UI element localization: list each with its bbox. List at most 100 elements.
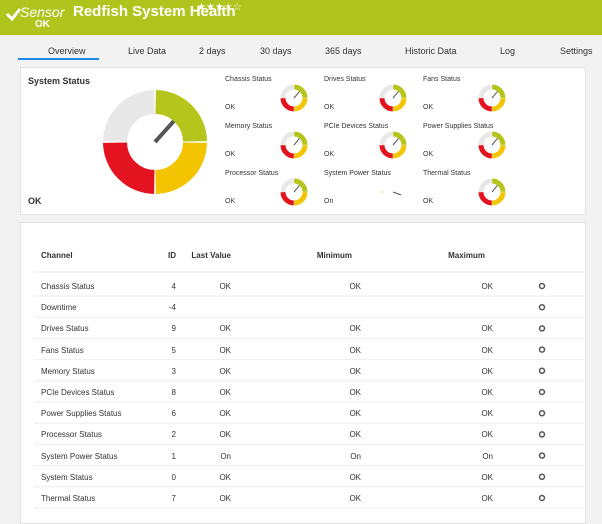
gauge-label: System Power Status: [324, 170, 391, 177]
cell-max: OK: [433, 430, 493, 439]
cell-id: -4: [116, 303, 176, 312]
settings-icon: [540, 432, 545, 437]
channel-name: System Power Status: [41, 452, 117, 461]
settings-icon: [540, 453, 545, 458]
cell-last: OK: [171, 324, 231, 333]
tab[interactable]: Log: [500, 46, 515, 56]
cell-max: OK: [433, 494, 493, 503]
gauge-needle: [492, 185, 497, 192]
settings-icon: [540, 305, 545, 310]
channel-name: Power Supplies Status: [41, 409, 122, 418]
tab[interactable]: Historic Data: [405, 46, 457, 56]
cell-min: OK: [301, 409, 361, 418]
gauge-segment: [115, 102, 154, 141]
gauge-value: OK: [324, 151, 334, 158]
channel-name: Chassis Status: [41, 282, 94, 291]
gauge-segment: [481, 134, 492, 145]
cell-id: 6: [116, 409, 176, 418]
column-header[interactable]: Maximum: [425, 251, 485, 260]
cell-max: OK: [433, 324, 493, 333]
gauge-label: Fans Status: [423, 76, 460, 83]
gauge-needle: [294, 138, 299, 145]
column-header[interactable]: Minimum: [292, 251, 352, 260]
cell-last: OK: [171, 409, 231, 418]
gauge-segment: [283, 134, 294, 145]
cell-min: OK: [301, 473, 361, 482]
gauge-segment: [481, 98, 492, 109]
cell-id: 4: [116, 282, 176, 291]
gauge-value: OK: [225, 104, 235, 111]
cell-id: 5: [116, 346, 176, 355]
cell-id: 9: [116, 324, 176, 333]
channel-name: Processor Status: [41, 430, 102, 439]
settings-icon: [540, 390, 545, 395]
cell-last: OK: [171, 430, 231, 439]
cell-last: OK: [171, 346, 231, 355]
settings-icon: [540, 284, 545, 289]
cell-max: OK: [433, 409, 493, 418]
gauge-segment: [481, 181, 492, 192]
gauge-segment: [393, 145, 404, 156]
cell-max: OK: [433, 473, 493, 482]
gauge-label: Processor Status: [225, 170, 278, 177]
cell-max: OK: [433, 388, 493, 397]
gauge-segment: [492, 192, 503, 203]
gauge-label: Power Supplies Status: [423, 123, 493, 130]
tab[interactable]: 30 days: [260, 46, 292, 56]
cell-min: OK: [301, 282, 361, 291]
gauge-segment: [382, 134, 393, 145]
tab[interactable]: Settings: [560, 46, 593, 56]
cell-id: 8: [116, 388, 176, 397]
gauge-segment: [481, 145, 492, 156]
cell-id: 0: [116, 473, 176, 482]
cell-max: On: [433, 452, 493, 461]
tab[interactable]: 365 days: [325, 46, 362, 56]
cell-max: OK: [433, 282, 493, 291]
cell-max: OK: [433, 346, 493, 355]
gauge-segment: [481, 87, 492, 98]
gauge-value: OK: [423, 198, 433, 205]
cell-min: OK: [301, 430, 361, 439]
cell-last: OK: [171, 367, 231, 376]
tab[interactable]: 2 days: [199, 46, 226, 56]
cell-max: OK: [433, 367, 493, 376]
gauge-segment: [393, 98, 404, 109]
column-header[interactable]: Last Value: [191, 251, 231, 261]
cell-last: OK: [171, 494, 231, 503]
gauge-value: OK: [423, 151, 433, 158]
cell-id: 7: [116, 494, 176, 503]
gauge-value: OK: [423, 104, 433, 111]
column-header[interactable]: ID: [116, 251, 176, 260]
gauge-segment: [283, 145, 294, 156]
tab[interactable]: Overview: [48, 46, 86, 56]
gauge-segment: [156, 143, 195, 182]
gauge-segment: [283, 192, 294, 203]
cell-id: 2: [116, 430, 176, 439]
gauge-segment: [481, 192, 492, 203]
cell-min: OK: [301, 346, 361, 355]
cell-last: OK: [171, 388, 231, 397]
cell-last: OK: [171, 282, 231, 291]
gauge-segment: [492, 98, 503, 109]
gauge-label: PCIe Devices Status: [324, 123, 388, 130]
cell-id: 1: [116, 452, 176, 461]
gauge-value: OK: [225, 151, 235, 158]
gauge-segment: [294, 192, 305, 203]
channel-name: Downtime: [41, 303, 77, 312]
gauge-label: Drives Status: [324, 76, 366, 83]
settings-icon: [540, 368, 545, 373]
gauge-segment: [115, 143, 154, 182]
settings-icon: [540, 326, 545, 331]
gauge-needle: [294, 185, 299, 192]
cell-min: OK: [301, 324, 361, 333]
cell-last: OK: [171, 473, 231, 482]
cell-min: On: [301, 452, 361, 461]
column-header[interactable]: Channel: [41, 251, 73, 260]
main-gauge-value: OK: [28, 196, 42, 206]
tab[interactable]: Live Data: [128, 46, 166, 56]
gauge-needle: [393, 192, 401, 195]
cell-last: On: [171, 452, 231, 461]
channel-name: PCIe Devices Status: [41, 388, 114, 397]
cell-id: 3: [116, 367, 176, 376]
